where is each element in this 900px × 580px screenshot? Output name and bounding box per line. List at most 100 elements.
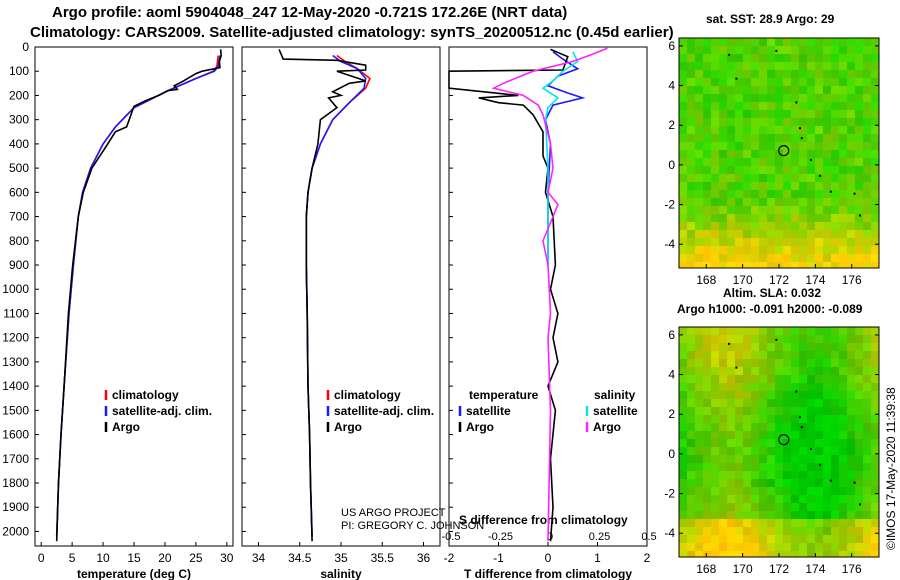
- sla-map-cell: [847, 503, 855, 511]
- sla-map-cell: [775, 463, 783, 471]
- sst-map-cell: [775, 134, 783, 142]
- sla-map-cell: [751, 391, 759, 399]
- sla-map-cell: [743, 399, 751, 407]
- sst-map-cell: [847, 158, 855, 166]
- sla-map-cell: [871, 415, 879, 423]
- sst-map-cell: [751, 46, 759, 54]
- sla-map-cell: [743, 415, 751, 423]
- sla-map-cell: [855, 415, 863, 423]
- sla-map-cell: [815, 383, 823, 391]
- sst-map-cell: [687, 102, 695, 110]
- sst-map-cell: [695, 158, 703, 166]
- sla-map-cell: [863, 431, 871, 439]
- sst-map-cell: [831, 126, 839, 134]
- sst-map-cell: [791, 142, 799, 150]
- sla-map-cell: [679, 479, 687, 487]
- sla-map-cell: [719, 375, 727, 383]
- chart-title-line-2: Climatology: CARS2009. Satellite-adjuste…: [30, 24, 674, 41]
- x-tick-label: 15: [127, 551, 141, 565]
- sst-map-cell: [775, 214, 783, 222]
- sst-map-cell: [767, 190, 775, 198]
- sst-map-cell: [871, 46, 879, 54]
- sla-map-cell: [743, 439, 751, 447]
- sst-map-cell: [847, 102, 855, 110]
- sla-map-cell: [855, 487, 863, 495]
- sst-map-cell: [863, 38, 871, 46]
- sst-map-cell: [839, 206, 847, 214]
- island-mark: [859, 503, 861, 506]
- sla-map-cell: [767, 391, 775, 399]
- sst-map-cell: [687, 222, 695, 230]
- sst-map-cell: [799, 166, 807, 174]
- sla-map-cell: [743, 407, 751, 415]
- sla-map-cell: [839, 431, 847, 439]
- sla-map-cell: [735, 423, 743, 431]
- sst-map-cell: [719, 70, 727, 78]
- sst-map-cell: [743, 94, 751, 102]
- sst-map-cell: [695, 166, 703, 174]
- island-mark: [735, 77, 738, 80]
- sst-map-cell: [759, 62, 767, 70]
- sst-map-cell: [831, 46, 839, 54]
- sst-map-cell: [783, 86, 791, 94]
- sst-map-cell: [871, 62, 879, 70]
- sla-map-cell: [687, 327, 695, 335]
- sst-map-cell: [823, 38, 831, 46]
- sla-map-cell: [855, 535, 863, 543]
- sla-map-cell: [703, 335, 711, 343]
- sla-map-cell: [799, 399, 807, 407]
- sla-map-cell: [855, 543, 863, 551]
- sst-map-cell: [719, 262, 727, 268]
- sla-map-cell: [863, 335, 871, 343]
- sla-map-cell: [743, 535, 751, 543]
- sst-map-cell: [719, 38, 727, 46]
- sla-map-cell: [823, 351, 831, 359]
- sla-map-cell: [815, 367, 823, 375]
- sst-map-cell: [815, 158, 823, 166]
- sst-map-cell: [791, 214, 799, 222]
- sst-map-cell: [815, 78, 823, 86]
- sla-map-cell: [807, 471, 815, 479]
- sst-map-cell: [703, 206, 711, 214]
- sst-map-cell: [751, 94, 759, 102]
- sst-map-cell: [775, 230, 783, 238]
- sla-map-cell: [695, 479, 703, 487]
- sst-map-cell: [679, 118, 687, 126]
- sla-map-cell: [727, 383, 735, 391]
- sst-map-cell: [775, 62, 783, 70]
- sla-map-cell: [751, 407, 759, 415]
- sst-map-cell: [791, 198, 799, 206]
- sla-map-cell: [727, 535, 735, 543]
- sst-map-cell: [735, 214, 743, 222]
- sst-map-cell: [687, 54, 695, 62]
- sla-map-cell: [807, 327, 815, 335]
- sst-map-cell: [743, 182, 751, 190]
- sla-map-cell: [687, 439, 695, 447]
- sla-map-cell: [695, 535, 703, 543]
- sla-map-cell: [711, 535, 719, 543]
- sst-map-cell: [727, 94, 735, 102]
- chart-title-line-1: Argo profile: aoml 5904048_247 12-May-20…: [52, 4, 568, 21]
- sla-map-cell: [679, 351, 687, 359]
- sla-map-cell: [719, 543, 727, 551]
- sst-map-cell: [735, 126, 743, 134]
- sst-map-cell: [727, 102, 735, 110]
- sst-map-cell: [847, 246, 855, 254]
- sst-map-cell: [751, 246, 759, 254]
- sla-map-cell: [807, 487, 815, 495]
- sst-map-cell: [735, 62, 743, 70]
- sst-map-cell: [687, 246, 695, 254]
- sst-map-cell: [823, 158, 831, 166]
- sst-map-cell: [711, 142, 719, 150]
- sla-map-cell: [791, 479, 799, 487]
- sst-map-cell: [791, 46, 799, 54]
- sla-map-cell: [807, 335, 815, 343]
- sst-map-cell: [767, 126, 775, 134]
- sst-map-cell: [711, 238, 719, 246]
- sla-map-cell: [863, 463, 871, 471]
- sla-map-cell: [855, 463, 863, 471]
- sla-map-cell: [751, 439, 759, 447]
- sst-map-cell: [743, 110, 751, 118]
- sst-map-cell: [847, 110, 855, 118]
- sst-map-cell: [719, 126, 727, 134]
